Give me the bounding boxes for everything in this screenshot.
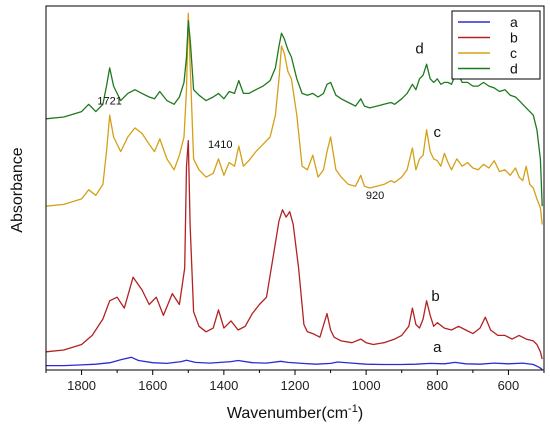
- series-line-c: [45, 12, 543, 225]
- series-line-a: [46, 356, 543, 370]
- curve-label-a: a: [433, 339, 442, 356]
- series-line-b: [45, 140, 543, 360]
- legend-label-c: c: [510, 45, 517, 61]
- x-axis-ticks: 1800 1600 1400 1200 1000 800 600: [45, 370, 545, 393]
- legend-label-d: d: [510, 61, 518, 77]
- x-tick-label: 1600: [138, 378, 167, 393]
- x-tick-label: 600: [498, 378, 520, 393]
- curves: [45, 12, 543, 370]
- peak-label-920: 920: [366, 190, 384, 202]
- x-tick-label: 1800: [67, 378, 96, 393]
- peak-label-1410: 1410: [208, 139, 232, 151]
- x-tick-label: 800: [426, 378, 448, 393]
- x-tick-label: 1400: [209, 378, 238, 393]
- x-tick-label: 1200: [281, 378, 310, 393]
- curve-label-c: c: [434, 124, 442, 141]
- annotations: 1721 1410 920 d c b a: [97, 40, 442, 355]
- peak-label-1721: 1721: [97, 95, 121, 107]
- curve-label-b: b: [431, 288, 439, 305]
- legend-label-a: a: [510, 14, 518, 30]
- x-axis-title: Wavenumber(cm-1): [227, 403, 363, 422]
- curve-label-d: d: [415, 40, 423, 57]
- legend-label-b: b: [510, 30, 518, 46]
- x-tick-label: 1000: [352, 378, 381, 393]
- series-line-d: [45, 19, 543, 207]
- y-axis-title: Absorbance: [9, 147, 26, 232]
